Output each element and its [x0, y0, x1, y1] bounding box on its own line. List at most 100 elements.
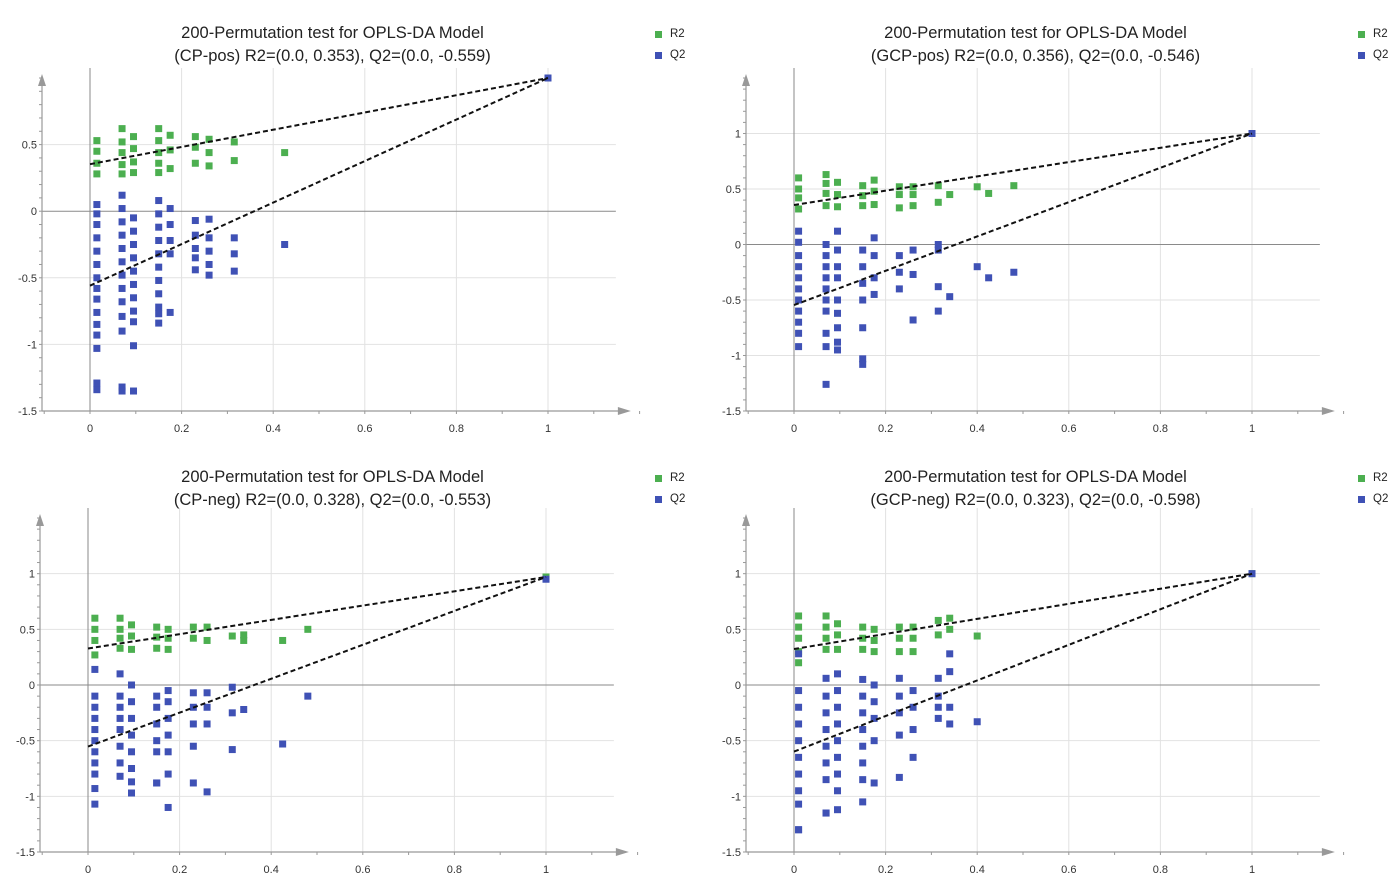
y-tick-label: -1.5	[18, 406, 37, 418]
data-point-r2	[93, 137, 101, 145]
data-point-q2	[859, 360, 867, 368]
data-point-r2	[822, 171, 830, 179]
chart-subtitle: (GCP-neg) R2=(0.0, 0.323), Q2=(0.0, -0.5…	[870, 491, 1201, 509]
y-tick-label: 0	[735, 240, 741, 252]
data-point-q2	[164, 698, 172, 706]
data-point-q2	[118, 387, 126, 395]
data-point-r2	[116, 644, 124, 652]
regression-line-q2	[87, 576, 547, 748]
x-tick-label: 0.4	[970, 423, 985, 435]
data-point-q2	[985, 274, 993, 282]
x-tick-label: 0.8	[449, 423, 464, 435]
data-point-q2	[934, 674, 942, 682]
data-point-q2	[859, 263, 867, 271]
data-point-q2	[116, 742, 124, 750]
data-point-r2	[795, 185, 803, 193]
data-point-q2	[795, 343, 803, 351]
data-point-q2	[934, 241, 942, 248]
data-point-q2	[795, 318, 803, 326]
y-tick-label: 1	[29, 569, 35, 581]
data-point-r2	[822, 179, 830, 187]
data-point-q2	[153, 692, 161, 700]
x-tick-label: 0	[87, 423, 93, 435]
data-point-q2	[118, 191, 126, 199]
data-point-q2	[128, 748, 136, 756]
x-tick-label: 0.2	[878, 864, 893, 876]
legend-swatch	[1358, 52, 1365, 59]
data-point-r2	[166, 131, 174, 139]
data-point-q2	[118, 258, 126, 266]
chart-title: 200-Permutation test for OPLS-DA Model	[884, 24, 1187, 42]
data-point-r2	[834, 203, 842, 211]
legend-item-q2: Q2	[655, 45, 685, 66]
gridlines	[746, 508, 1320, 852]
data-point-q2	[822, 241, 830, 248]
data-point-q2	[822, 674, 830, 682]
data-point-q2	[191, 266, 199, 274]
data-point-q2	[130, 387, 138, 395]
data-point-q2	[870, 681, 878, 689]
data-point-q2	[93, 379, 101, 387]
data-point-r2	[155, 149, 163, 157]
data-point-q2	[118, 218, 126, 226]
data-point-q2	[205, 247, 213, 255]
x-tick-label: 0	[791, 423, 797, 435]
data-point-r2	[822, 612, 830, 620]
x-tick-label: 0.8	[447, 864, 462, 876]
data-point-q2	[822, 296, 830, 304]
y-tick-label: -1.5	[16, 847, 35, 859]
legend: R2 Q2	[655, 468, 685, 510]
data-point-r2	[93, 147, 101, 155]
data-point-q2	[934, 307, 942, 315]
data-point-q2	[130, 280, 138, 288]
legend-swatch	[1358, 475, 1365, 482]
data-point-q2	[946, 293, 954, 301]
data-point-q2	[230, 267, 238, 275]
data-point-q2	[834, 703, 842, 711]
data-point-r2	[279, 636, 287, 644]
legend-swatch	[655, 31, 662, 38]
data-point-q2	[895, 692, 903, 700]
data-point-r2	[822, 623, 830, 631]
data-point-q2	[834, 737, 842, 745]
legend-label: R2	[1373, 472, 1388, 484]
data-point-r2	[834, 645, 842, 653]
data-point-r2	[93, 159, 101, 167]
data-point-r2	[240, 636, 248, 644]
data-point-r2	[191, 133, 199, 141]
data-point-q2	[795, 329, 803, 337]
data-point-q2	[128, 714, 136, 722]
data-point-q2	[166, 205, 174, 213]
legend-swatch	[1358, 31, 1365, 38]
data-point-r2	[895, 204, 903, 212]
data-point-q2	[118, 383, 126, 391]
legend-swatch	[655, 475, 662, 482]
data-point-q2	[859, 742, 867, 750]
data-point-r2	[909, 648, 917, 656]
data-point-r2	[205, 149, 213, 157]
data-point-r2	[91, 614, 99, 622]
x-tick-label: 0.2	[878, 423, 893, 435]
data-point-r2	[128, 645, 136, 653]
data-point-q2	[130, 307, 138, 315]
data-point-q2	[822, 759, 830, 767]
gridlines	[42, 68, 616, 411]
legend-item-q2: Q2	[1358, 489, 1388, 510]
data-point-q2	[166, 250, 174, 258]
data-point-q2	[155, 319, 163, 327]
data-point-r2	[822, 202, 830, 210]
data-point-q2	[166, 221, 174, 229]
regression-line-q2	[793, 572, 1253, 753]
chart-panel-1: 0 0.2 0.4 0.6 0.8 1 -1.5 -1 -0.5 0 0.5 200-Permutat…	[0, 0, 700, 444]
data-point-r2	[795, 623, 803, 631]
data-point-q2	[155, 290, 163, 298]
data-point-q2	[946, 720, 954, 728]
y-tick-label: 0.5	[726, 624, 741, 636]
data-point-r2	[128, 632, 136, 640]
x-tick-label: 1	[543, 864, 549, 876]
y-tick-label: -1	[25, 791, 35, 803]
data-point-q2	[116, 670, 124, 678]
data-point-q2	[870, 234, 878, 242]
x-tick-label: 1	[545, 423, 551, 435]
data-point-q2	[909, 270, 917, 278]
